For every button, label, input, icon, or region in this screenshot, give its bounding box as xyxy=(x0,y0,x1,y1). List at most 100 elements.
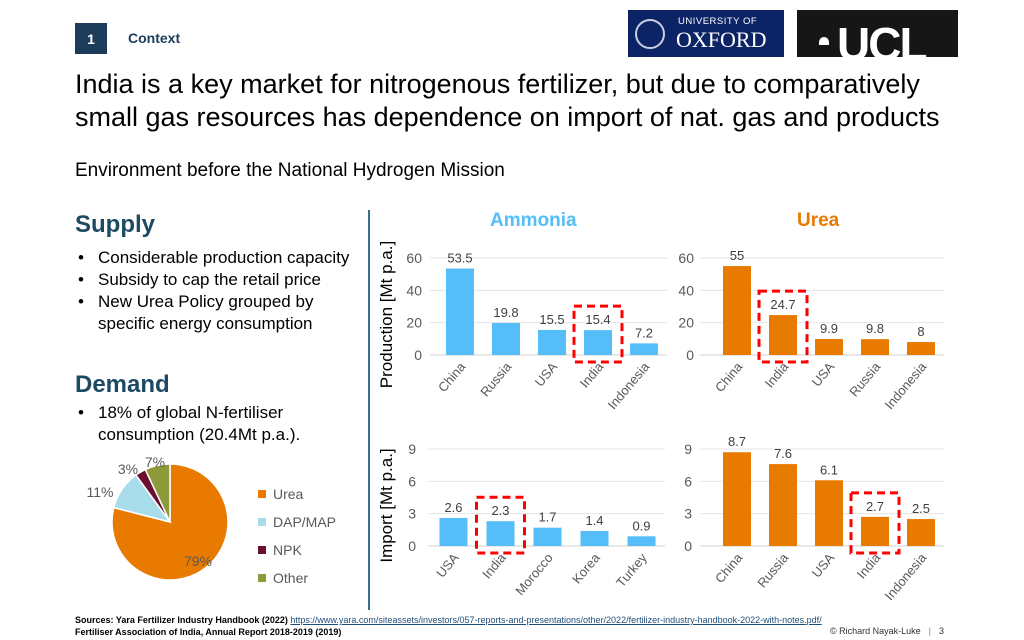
y-tick-label: 6 xyxy=(408,473,416,489)
bar-turkey xyxy=(627,536,656,546)
y-tick-label: 3 xyxy=(408,506,416,522)
y-tick-label: 9 xyxy=(684,441,692,457)
x-tick-label: Indonesia xyxy=(605,359,653,412)
pie-data-label: 3% xyxy=(118,461,138,477)
ucl-logo: UCL xyxy=(797,10,958,57)
data-label: 19.8 xyxy=(493,305,518,320)
oxford-seal-icon xyxy=(635,18,665,49)
data-label: 2.7 xyxy=(866,499,884,514)
supply-bullet: New Urea Policy grouped by specific ener… xyxy=(75,291,338,335)
x-tick-label: Korea xyxy=(569,550,603,587)
pie-data-label: 7% xyxy=(145,454,165,470)
data-label: 8.7 xyxy=(728,434,746,449)
x-tick-label: Indonesia xyxy=(882,550,930,603)
legend-item-npk: NPK xyxy=(258,536,336,564)
x-tick-label: Morocco xyxy=(512,550,556,598)
highlight-box xyxy=(849,491,901,555)
sources-link[interactable]: https://www.yara.com/siteassets/investor… xyxy=(290,615,822,625)
copyright-footer: © Richard Nayak-Luke | 3 xyxy=(830,626,945,636)
bar-russia xyxy=(861,339,889,355)
bar-indonesia xyxy=(907,519,935,546)
data-label: 0.9 xyxy=(632,518,650,533)
oxford-logo-line2: OXFORD xyxy=(676,27,767,52)
ucl-logo-text: UCL xyxy=(837,18,928,57)
demand-heading: Demand xyxy=(75,371,170,398)
x-tick-label: Indonesia xyxy=(882,359,930,412)
bar-morocco xyxy=(533,527,562,546)
y-tick-label: 60 xyxy=(406,250,422,266)
urea-column-title: Urea xyxy=(797,210,840,231)
x-tick-label: China xyxy=(712,359,746,395)
bar-usa xyxy=(815,480,843,546)
data-label: 15.5 xyxy=(539,312,564,327)
data-label: 2.3 xyxy=(491,503,509,518)
section-label: Context xyxy=(128,30,181,46)
bar-china xyxy=(723,452,751,546)
data-label: 24.7 xyxy=(770,297,795,312)
slide-subtitle: Environment before the National Hydrogen… xyxy=(75,160,505,181)
oxford-logo-line1: UNIVERSITY OF xyxy=(678,16,758,27)
legend-swatch xyxy=(258,490,266,498)
data-label: 1.4 xyxy=(585,513,603,528)
supply-bullet: Considerable production capacity xyxy=(75,247,355,269)
supply-bullet: Subsidy to cap the retail price xyxy=(75,269,355,291)
data-label: 8 xyxy=(917,324,924,339)
ucl-dome-icon xyxy=(819,37,829,45)
x-tick-label: Russia xyxy=(754,550,792,591)
slide-title: India is a key market for nitrogenous fe… xyxy=(75,69,940,132)
data-label: 9.9 xyxy=(820,321,838,336)
page-number: 3 xyxy=(939,626,945,636)
x-tick-label: China xyxy=(435,359,469,395)
bar-usa xyxy=(538,329,566,355)
bar-india xyxy=(486,521,515,546)
sources-line2: Fertiliser Association of India, Annual … xyxy=(75,627,342,637)
bar-russia xyxy=(492,322,520,355)
bar-china xyxy=(723,266,751,355)
x-tick-label: Russia xyxy=(477,359,515,400)
pie-slice-other xyxy=(144,463,171,523)
supply-heading: Supply xyxy=(75,211,156,238)
data-label: 6.1 xyxy=(820,462,838,477)
bar-russia xyxy=(769,464,797,546)
bar-india xyxy=(861,516,889,546)
sources-text: Sources: Yara Fertilizer Industry Handbo… xyxy=(75,615,291,625)
data-label: 1.7 xyxy=(538,510,556,525)
legend-label: Other xyxy=(273,570,309,586)
y-tick-label: 3 xyxy=(684,506,692,522)
x-tick-label: Turkey xyxy=(613,550,650,590)
x-tick-label: USA xyxy=(433,550,462,580)
y-axis-label: Production [Mt p.a.] xyxy=(377,241,396,388)
x-tick-label: USA xyxy=(809,550,838,580)
bar-indonesia xyxy=(630,343,658,355)
y-tick-label: 0 xyxy=(684,538,692,554)
bar-india xyxy=(584,330,612,355)
y-tick-label: 40 xyxy=(678,282,694,298)
bar-indonesia xyxy=(907,342,935,355)
legend-swatch xyxy=(258,518,266,526)
legend-swatch xyxy=(258,574,266,582)
legend-label: NPK xyxy=(273,542,302,558)
bar-korea xyxy=(580,530,609,546)
y-tick-label: 0 xyxy=(414,347,422,363)
ammonia-column-title: Ammonia xyxy=(490,210,577,231)
y-tick-label: 0 xyxy=(686,347,694,363)
data-label: 53.5 xyxy=(447,251,472,266)
section-number-badge: 1 xyxy=(75,23,107,54)
legend-item-dap-map: DAP/MAP xyxy=(258,508,336,536)
oxford-logo: UNIVERSITY OF OXFORD xyxy=(628,10,784,57)
bar-usa xyxy=(439,517,468,546)
y-tick-label: 60 xyxy=(678,250,694,266)
legend-item-urea: Urea xyxy=(258,480,336,508)
column-divider xyxy=(368,210,370,610)
demand-bullet: 18% of global N-fertiliser consumption (… xyxy=(75,402,315,446)
data-label: 55 xyxy=(730,248,744,263)
copyright-text: © Richard Nayak-Luke xyxy=(830,626,921,636)
y-axis-label: Import [Mt p.a.] xyxy=(377,448,396,562)
y-tick-label: 20 xyxy=(406,315,422,331)
bar-india xyxy=(769,315,797,355)
legend-label: Urea xyxy=(273,486,304,502)
legend-label: DAP/MAP xyxy=(273,514,337,530)
data-label: 7.6 xyxy=(774,446,792,461)
y-tick-label: 0 xyxy=(408,538,416,554)
